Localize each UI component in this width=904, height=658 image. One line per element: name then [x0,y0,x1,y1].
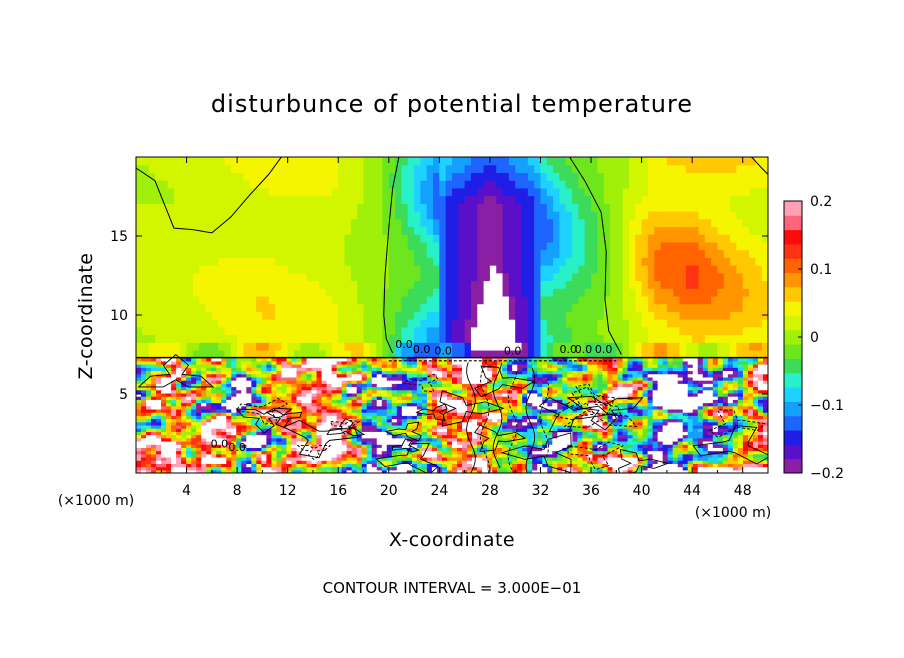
x-tick-label: 8 [233,483,242,499]
colorbar-ticks: 0.2 0.1 0 −0.1 −0.2 [798,194,844,482]
y-tick-label: 5 [119,387,128,403]
z-unit-label: (×1000 m) [58,493,134,509]
x-tick-label: 40 [633,483,651,499]
x-tick-label: 36 [582,483,600,499]
contour-label: 0.0 [211,438,229,451]
colorbar-swatch [784,416,802,431]
colorbar-swatch [784,201,802,216]
x-tick-label: 12 [279,483,297,499]
x-tick-label: 44 [683,483,701,499]
colorbar-swatch [784,358,802,373]
contour-label: 0.0 [228,441,246,454]
x-unit-label: (×1000 m) [695,505,771,521]
colorbar-swatch [784,301,802,316]
contour-label: 0.0 [395,338,413,351]
contour-label: 0.0 [434,345,452,358]
colorbar-tick-label: 0.2 [810,194,832,210]
contour-label: 0.0 [504,345,522,358]
lower-field [136,358,769,474]
y-tick-label: 15 [110,229,128,245]
colorbar-swatch [784,373,802,388]
y-tick-label: 10 [110,308,128,324]
contour-label: 0.0 [413,343,431,356]
x-tick-label: 4 [182,483,191,499]
colorbar-swatch [784,230,802,245]
colorbar-tick-label: 0 [810,330,819,346]
colorbar-swatch [784,244,802,259]
colorbar-tick-label: −0.1 [810,398,844,414]
x-tick-label: 28 [481,483,499,499]
colorbar-swatch [784,387,802,402]
colorbar-tick-label: −0.2 [810,466,844,482]
x-tick-label: 20 [380,483,398,499]
contour-label: 0.0 [575,343,593,356]
x-tick-label: 32 [532,483,550,499]
colorbar-swatch [784,459,802,474]
colorbar-swatch [784,430,802,445]
upper-field [136,157,769,358]
x-axis-label: X-coordinate [389,529,515,551]
x-tick-label: 16 [329,483,347,499]
colorbar-swatch [784,273,802,288]
chart-title: disturbunce of potential temperature [211,90,693,118]
colorbar-swatch [784,344,802,359]
colorbar-swatch [784,444,802,459]
x-tick-label: 48 [734,483,752,499]
colorbar-swatch [784,287,802,302]
colorbar-tick-label: 0.1 [810,262,832,278]
colorbar-swatch [784,258,802,273]
colorbar-swatch [784,316,802,331]
colorbar-swatch [784,401,802,416]
contour-label: 0.0 [595,343,613,356]
y-axis-label: Z-coordinate [75,253,97,380]
contour-interval-note: CONTOUR INTERVAL = 3.000E−01 [323,579,582,597]
x-tick-label: 24 [430,483,448,499]
colorbar-swatch [784,215,802,230]
